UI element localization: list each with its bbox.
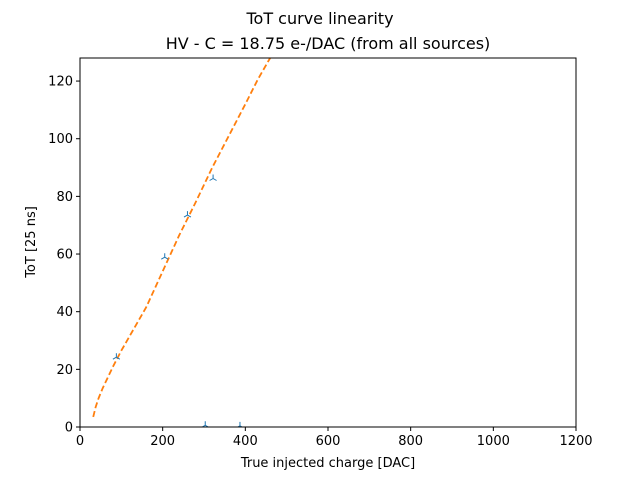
y-tick-label: 40 xyxy=(56,305,73,320)
x-axis-label: True injected charge [DAC] xyxy=(240,456,415,471)
data-point xyxy=(183,211,192,218)
y-axis-label: ToT [25 ns] xyxy=(24,206,39,279)
x-tick-label: 400 xyxy=(233,434,258,449)
x-tick-label: 600 xyxy=(316,434,341,449)
plot-content xyxy=(92,58,271,427)
y-tick-label: 100 xyxy=(48,132,73,147)
chart-title: ToT curve linearity xyxy=(245,9,393,28)
data-point xyxy=(209,174,217,181)
y-ticks: 0 20 40 60 80 100 120 xyxy=(48,75,80,436)
y-tick-label: 20 xyxy=(56,363,73,378)
x-tick-label: 0 xyxy=(76,434,84,449)
plot-frame xyxy=(79,57,577,428)
plot-area xyxy=(80,58,576,427)
chart-subtitle: HV - C = 18.75 e-/DAC (from all sources) xyxy=(166,34,491,53)
x-tick-label: 1000 xyxy=(477,434,510,449)
data-point xyxy=(112,353,121,360)
x-tick-label: 200 xyxy=(150,434,175,449)
x-ticks: 0 200 400 600 800 1000 1200 xyxy=(76,427,593,449)
data-point xyxy=(161,253,169,260)
y-tick-label: 80 xyxy=(56,190,73,205)
y-tick-label: 120 xyxy=(48,75,73,90)
y-tick-label: 0 xyxy=(65,421,73,436)
x-tick-label: 800 xyxy=(398,434,423,449)
y-tick-label: 60 xyxy=(56,248,73,263)
fit-curve-line xyxy=(92,58,271,418)
x-tick-label: 1200 xyxy=(559,434,592,449)
